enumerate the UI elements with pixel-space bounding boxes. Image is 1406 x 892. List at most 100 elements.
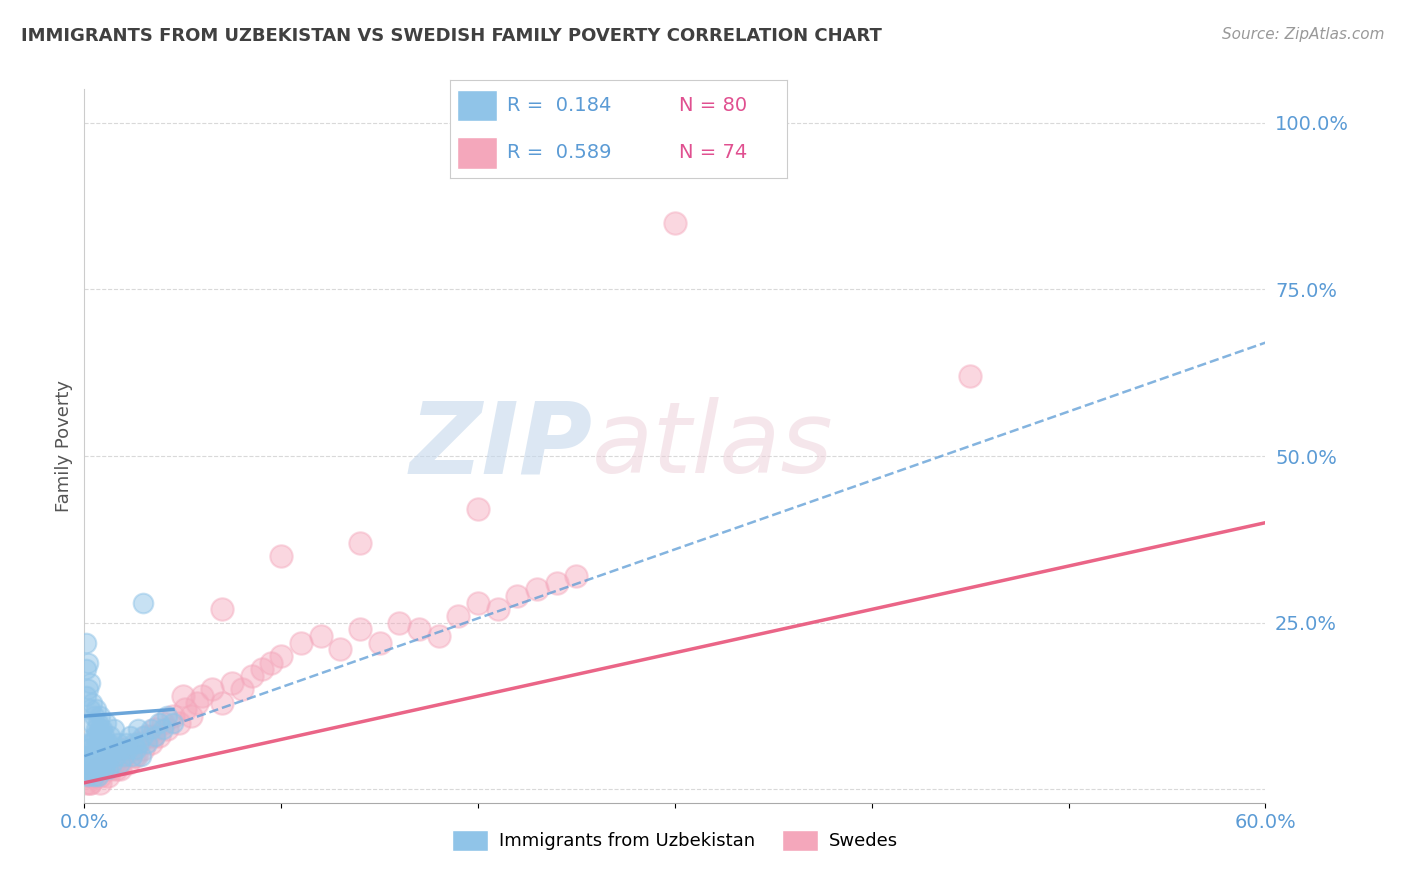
Point <box>103 742 125 756</box>
Point <box>664 216 686 230</box>
Point <box>89 723 111 737</box>
Point <box>117 756 139 770</box>
Point <box>231 682 253 697</box>
Point <box>121 742 143 756</box>
Point <box>162 709 184 723</box>
Legend: Immigrants from Uzbekistan, Swedes: Immigrants from Uzbekistan, Swedes <box>444 822 905 858</box>
Point <box>77 682 100 697</box>
Point <box>127 723 149 737</box>
Point <box>87 769 110 783</box>
Point <box>186 696 208 710</box>
Point <box>546 575 568 590</box>
Point <box>427 629 450 643</box>
Point <box>141 723 163 737</box>
Point <box>87 756 110 770</box>
Point <box>368 636 391 650</box>
Point <box>467 596 489 610</box>
Point <box>108 763 131 777</box>
Point <box>388 615 411 630</box>
Point <box>156 723 179 737</box>
Text: atlas: atlas <box>592 398 834 494</box>
Point <box>112 749 135 764</box>
Point <box>221 675 243 690</box>
Point <box>82 696 104 710</box>
Point <box>180 709 202 723</box>
Text: N = 74: N = 74 <box>679 144 748 162</box>
Point <box>79 749 101 764</box>
Point <box>94 742 117 756</box>
Point <box>148 715 170 730</box>
Point <box>114 736 136 750</box>
Point <box>77 769 100 783</box>
Text: ZIP: ZIP <box>409 398 592 494</box>
Point <box>467 502 489 516</box>
Point <box>136 729 159 743</box>
Point <box>93 729 115 743</box>
Point <box>89 729 111 743</box>
Point <box>89 776 111 790</box>
Point <box>79 763 101 777</box>
Point <box>111 742 134 756</box>
Point <box>91 723 114 737</box>
Text: R =  0.589: R = 0.589 <box>508 144 612 162</box>
Point <box>82 763 104 777</box>
Point <box>142 729 165 743</box>
Point <box>349 623 371 637</box>
Point <box>87 763 110 777</box>
Point <box>103 756 125 770</box>
Point <box>104 763 127 777</box>
Point <box>107 749 129 764</box>
Point <box>79 736 101 750</box>
Point <box>121 749 143 764</box>
Point <box>211 696 233 710</box>
Point <box>84 769 107 783</box>
Point <box>87 736 110 750</box>
Point <box>152 723 174 737</box>
Point <box>148 729 170 743</box>
Point <box>270 649 292 664</box>
Point <box>143 729 166 743</box>
Point <box>486 602 509 616</box>
Point <box>128 736 150 750</box>
Point <box>124 749 146 764</box>
Point <box>84 749 107 764</box>
Point <box>83 729 105 743</box>
Point <box>93 749 115 764</box>
Point <box>101 749 124 764</box>
Point <box>84 763 107 777</box>
Point <box>122 749 145 764</box>
Point <box>132 742 155 756</box>
Point <box>309 629 332 643</box>
Point <box>94 763 117 777</box>
Point <box>270 549 292 563</box>
Point <box>79 702 101 716</box>
Point <box>329 642 352 657</box>
Point <box>141 736 163 750</box>
Point <box>75 776 97 790</box>
Point <box>152 715 174 730</box>
Text: IMMIGRANTS FROM UZBEKISTAN VS SWEDISH FAMILY POVERTY CORRELATION CHART: IMMIGRANTS FROM UZBEKISTAN VS SWEDISH FA… <box>21 27 882 45</box>
Point <box>82 769 104 783</box>
Point <box>82 749 104 764</box>
Point <box>162 715 184 730</box>
Point <box>98 749 121 764</box>
Point <box>83 769 105 783</box>
Point <box>75 689 97 703</box>
Point <box>77 749 100 764</box>
Point <box>101 756 124 770</box>
Point <box>89 763 111 777</box>
Point <box>83 756 105 770</box>
Point <box>79 756 101 770</box>
Point <box>83 763 105 777</box>
Point <box>79 675 101 690</box>
Point <box>117 742 139 756</box>
Point <box>172 689 194 703</box>
Point <box>97 763 120 777</box>
Point <box>447 609 470 624</box>
Point <box>98 729 121 743</box>
Point <box>132 729 155 743</box>
Point <box>108 756 131 770</box>
Point <box>89 709 111 723</box>
Point <box>526 582 548 597</box>
Point <box>118 729 141 743</box>
